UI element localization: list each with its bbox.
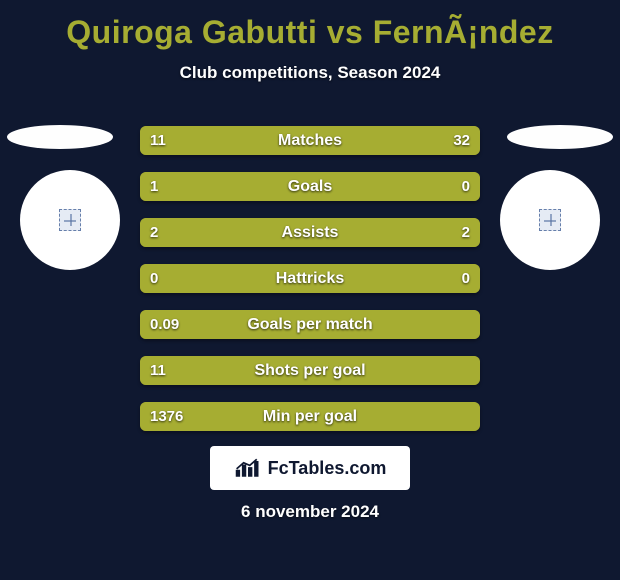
stat-value-right: 32 — [453, 126, 470, 155]
stat-value-left: 0 — [150, 264, 158, 293]
footer-date: 6 november 2024 — [0, 502, 620, 522]
brand-text: FcTables.com — [268, 458, 387, 479]
placeholder-icon — [539, 209, 561, 231]
stat-bar-fill-right — [227, 126, 480, 155]
stat-value-right: 0 — [462, 264, 470, 293]
stat-bar: 11Shots per goal — [140, 356, 480, 385]
stat-bar: 22Assists — [140, 218, 480, 247]
brand-logo: FcTables.com — [210, 446, 410, 490]
stats-bars: 1132Matches10Goals22Assists00Hattricks0.… — [140, 126, 480, 431]
stat-value-left: 11 — [150, 356, 166, 385]
stat-bar-fill-left — [140, 218, 310, 247]
player-right-ellipse — [507, 125, 613, 149]
stat-bar-fill-left — [140, 264, 310, 293]
stat-value-left: 1376 — [150, 402, 183, 431]
player-left-badge — [20, 170, 120, 270]
placeholder-icon — [59, 209, 81, 231]
stat-value-left: 11 — [150, 126, 166, 155]
stat-value-left: 1 — [150, 172, 158, 201]
stat-bar-fill-left — [140, 172, 480, 201]
stat-bar-fill-right — [310, 264, 480, 293]
page-subtitle: Club competitions, Season 2024 — [0, 63, 620, 83]
stat-bar: 0.09Goals per match — [140, 310, 480, 339]
stat-value-left: 0.09 — [150, 310, 179, 339]
stat-bar: 10Goals — [140, 172, 480, 201]
page-title: Quiroga Gabutti vs FernÃ¡ndez — [0, 0, 620, 51]
stat-bar: 00Hattricks — [140, 264, 480, 293]
player-right-badge — [500, 170, 600, 270]
stat-bar-fill-right — [310, 218, 480, 247]
stat-value-left: 2 — [150, 218, 158, 247]
stat-bar-fill-left — [140, 310, 480, 339]
stat-bar: 1376Min per goal — [140, 402, 480, 431]
bar-chart-icon — [234, 456, 262, 480]
stat-bar-fill-left — [140, 356, 480, 385]
page-root: Quiroga Gabutti vs FernÃ¡ndez Club compe… — [0, 0, 620, 580]
stat-value-right: 2 — [462, 218, 470, 247]
player-left-ellipse — [7, 125, 113, 149]
stat-value-right: 0 — [462, 172, 470, 201]
stat-bar: 1132Matches — [140, 126, 480, 155]
stat-bar-fill-left — [140, 402, 480, 431]
